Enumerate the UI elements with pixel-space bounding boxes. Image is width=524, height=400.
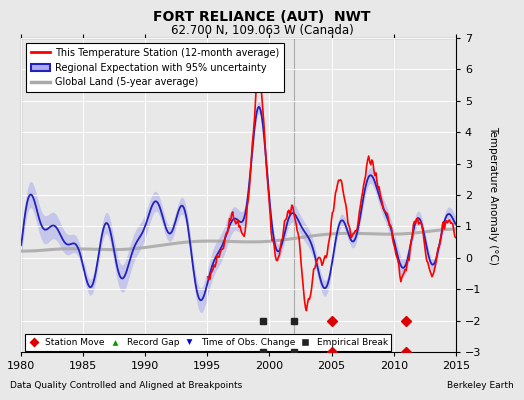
Y-axis label: Temperature Anomaly (°C): Temperature Anomaly (°C)	[488, 126, 498, 264]
Text: 62.700 N, 109.063 W (Canada): 62.700 N, 109.063 W (Canada)	[171, 24, 353, 37]
Text: Berkeley Earth: Berkeley Earth	[447, 381, 514, 390]
Text: FORT RELIANCE (AUT)  NWT: FORT RELIANCE (AUT) NWT	[153, 10, 371, 24]
Legend: Station Move, Record Gap, Time of Obs. Change, Empirical Break: Station Move, Record Gap, Time of Obs. C…	[26, 334, 391, 351]
Text: Data Quality Controlled and Aligned at Breakpoints: Data Quality Controlled and Aligned at B…	[10, 381, 243, 390]
